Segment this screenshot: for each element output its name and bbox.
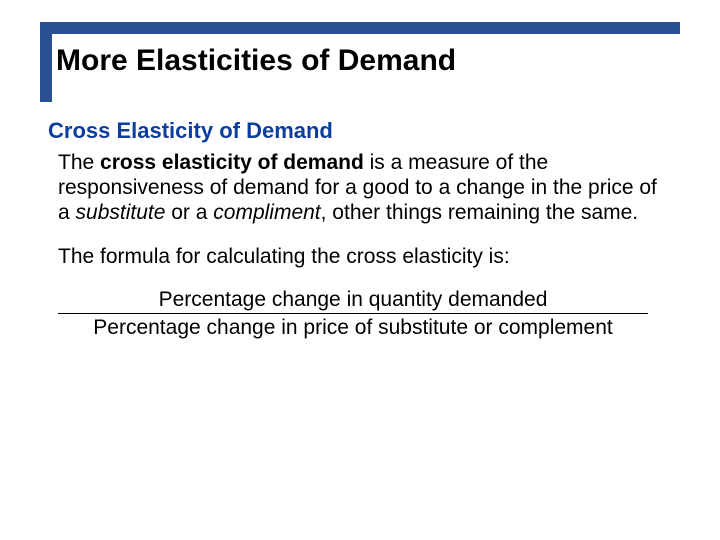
- subheading: Cross Elasticity of Demand: [48, 118, 668, 144]
- slide-content: Cross Elasticity of Demand The cross ela…: [48, 118, 668, 340]
- formula-denominator: Percentage change in price of substitute…: [58, 314, 648, 340]
- definition-paragraph: The cross elasticity of demand is a meas…: [58, 150, 668, 226]
- slide-title: More Elasticities of Demand: [56, 44, 456, 78]
- formula-numerator: Percentage change in quantity demanded: [58, 287, 648, 314]
- term-italic-substitute: substitute: [76, 201, 166, 224]
- formula-intro-paragraph: The formula for calculating the cross el…: [58, 244, 668, 269]
- formula-fraction: Percentage change in quantity demanded P…: [58, 287, 648, 340]
- text-fragment: , other things remaining the same.: [321, 201, 639, 224]
- term-italic-compliment: compliment: [213, 201, 320, 224]
- text-fragment: The: [58, 151, 100, 174]
- text-fragment: or a: [165, 201, 213, 224]
- header-left-bar: [40, 22, 52, 102]
- header-top-bar: [40, 22, 680, 34]
- term-bold: cross elasticity of demand: [100, 151, 364, 174]
